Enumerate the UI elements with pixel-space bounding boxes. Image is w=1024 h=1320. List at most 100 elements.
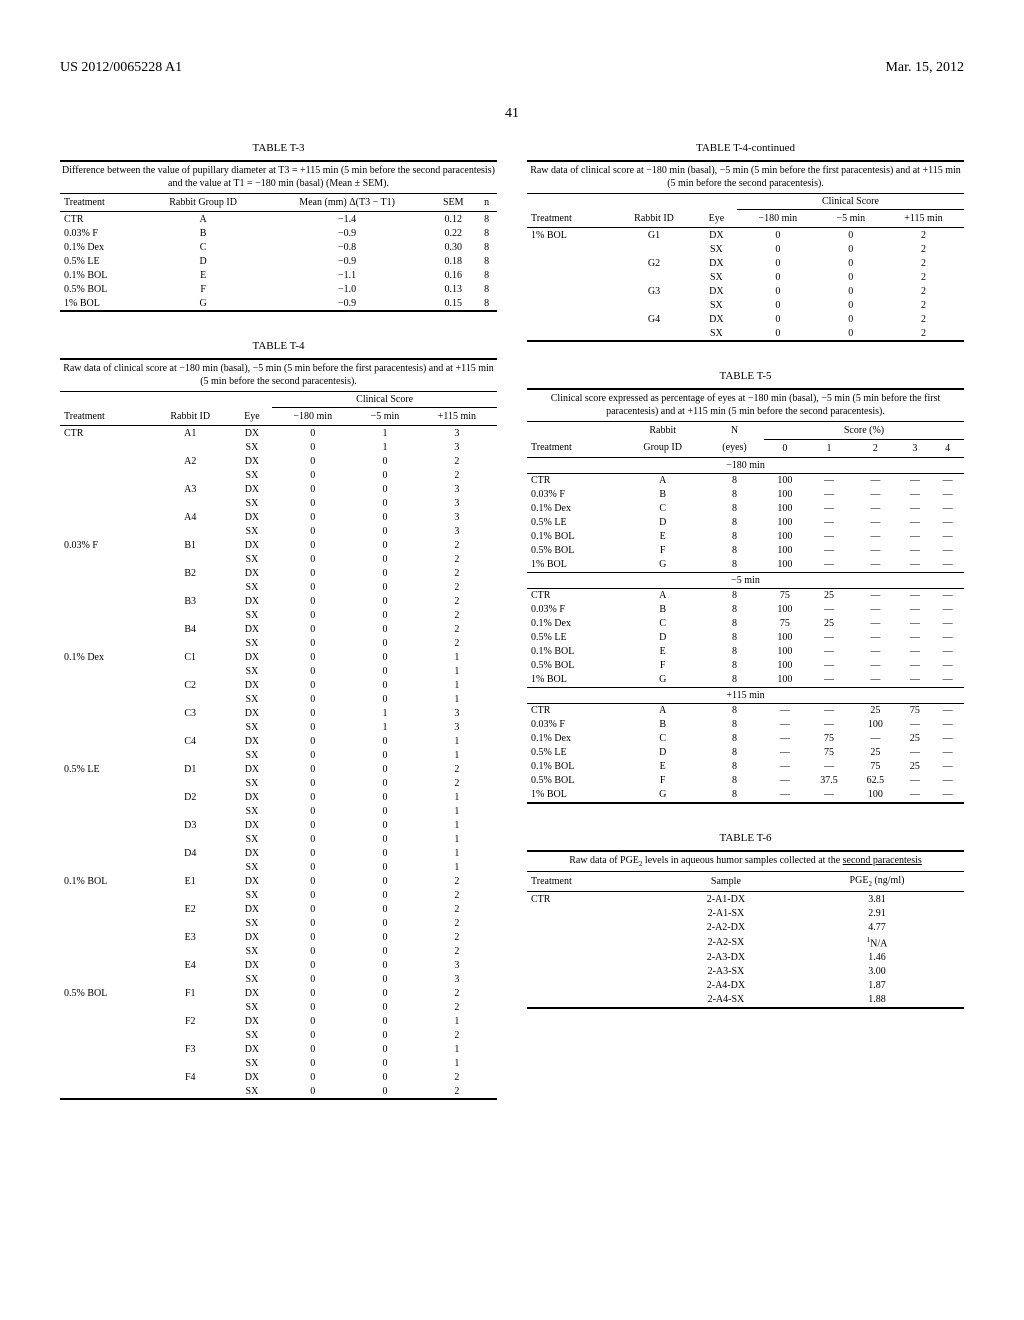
cell: 0: [272, 440, 353, 454]
cell: 0: [353, 1056, 417, 1070]
cell: —: [852, 516, 898, 530]
cell: [60, 818, 149, 832]
cell: 2-A1-DX: [662, 892, 790, 907]
table-row: Treatment Sample PGE2 (ng/ml): [527, 872, 964, 892]
cell: 100: [764, 544, 806, 558]
cell: SX: [232, 972, 273, 986]
col-header: Treatment: [60, 194, 142, 212]
table-row: 1% BOLG1DX002: [527, 228, 964, 243]
cell: [149, 748, 232, 762]
cell: G4: [612, 312, 695, 326]
table-row: SX002: [527, 242, 964, 256]
cell: [60, 1000, 149, 1014]
table-row: CTRA87525———: [527, 588, 964, 603]
cell: [612, 326, 695, 341]
cell: 2: [417, 944, 497, 958]
cell: B: [620, 488, 705, 502]
cell: 3: [417, 524, 497, 538]
cell: 37.5: [806, 774, 852, 788]
cell: 8: [705, 631, 764, 645]
cell: 8: [705, 659, 764, 673]
section-label: +115 min: [527, 687, 964, 703]
cell: —: [931, 760, 964, 774]
cell: 0.1% Dex: [60, 240, 142, 254]
cell: DX: [232, 622, 273, 636]
cell: 1: [353, 440, 417, 454]
cell: DX: [232, 650, 273, 664]
cell: 0: [737, 298, 819, 312]
cell: 0: [272, 482, 353, 496]
cell: 1: [417, 846, 497, 860]
table-row: 0.5% LED1DX002: [60, 762, 497, 776]
table-row: SX002: [60, 580, 497, 594]
cell: 0: [272, 706, 353, 720]
cell: —: [898, 746, 931, 760]
cell: [60, 944, 149, 958]
cell: 100: [764, 516, 806, 530]
cell: C: [142, 240, 264, 254]
table-row: 0.1% DexC87525———: [527, 617, 964, 631]
cell: 1: [417, 832, 497, 846]
cell: SX: [232, 468, 273, 482]
cell: 2-A4-DX: [662, 979, 790, 993]
cell: 3: [417, 426, 497, 441]
cell: 2: [883, 326, 964, 341]
cell: 8: [705, 603, 764, 617]
cell: −1.4: [264, 212, 430, 227]
cell: 0: [272, 1056, 353, 1070]
cell: 0: [272, 468, 353, 482]
cell: 0: [819, 284, 883, 298]
section-header-row: +115 min: [527, 687, 964, 703]
cell: [60, 524, 149, 538]
cell: [60, 748, 149, 762]
cell: 0: [272, 846, 353, 860]
cell: DX: [232, 986, 273, 1000]
table-row: SX002: [60, 888, 497, 902]
cell: −0.8: [264, 240, 430, 254]
cell: DX: [696, 284, 737, 298]
cell: [612, 242, 695, 256]
table-row: A4DX003: [60, 510, 497, 524]
cell: —: [898, 673, 931, 688]
cell: 0: [272, 958, 353, 972]
cell: SX: [232, 636, 273, 650]
cell: 0: [272, 1000, 353, 1014]
cell: 0: [819, 242, 883, 256]
two-column-layout: TABLE T-3 Difference between the value o…: [60, 142, 964, 1128]
cell: —: [931, 473, 964, 488]
cell: DX: [232, 958, 273, 972]
table-row: SX002: [527, 270, 964, 284]
cell: 100: [764, 645, 806, 659]
table-t6-title: TABLE T-6: [527, 832, 964, 844]
cell: 0: [819, 256, 883, 270]
table-row: D2DX001: [60, 790, 497, 804]
cell: 0: [819, 270, 883, 284]
cell: —: [806, 488, 852, 502]
cell: 0: [353, 692, 417, 706]
cell: —: [898, 603, 931, 617]
cell: —: [806, 631, 852, 645]
cell: 3: [417, 706, 497, 720]
cell: 3: [417, 440, 497, 454]
cell: C: [620, 502, 705, 516]
cell: G: [620, 558, 705, 573]
cell: 0.22: [430, 226, 476, 240]
cell: 0: [353, 930, 417, 944]
cell: CTR: [527, 473, 620, 488]
cell: 1: [353, 720, 417, 734]
section-label: −5 min: [527, 572, 964, 588]
cell: 0.5% LE: [527, 746, 620, 760]
cell: D: [142, 254, 264, 268]
cell: —: [931, 617, 964, 631]
col-header: Rabbit ID: [149, 408, 232, 426]
cell: 2: [417, 622, 497, 636]
cell: DX: [232, 510, 273, 524]
cell: SX: [232, 440, 273, 454]
cell: 0.5% LE: [60, 254, 142, 268]
cell: [527, 242, 612, 256]
cell: [149, 720, 232, 734]
table-row: SX002: [60, 468, 497, 482]
table-row: F4DX002: [60, 1070, 497, 1084]
cell: DX: [696, 228, 737, 243]
table-row: 0.03% FB1DX002: [60, 538, 497, 552]
